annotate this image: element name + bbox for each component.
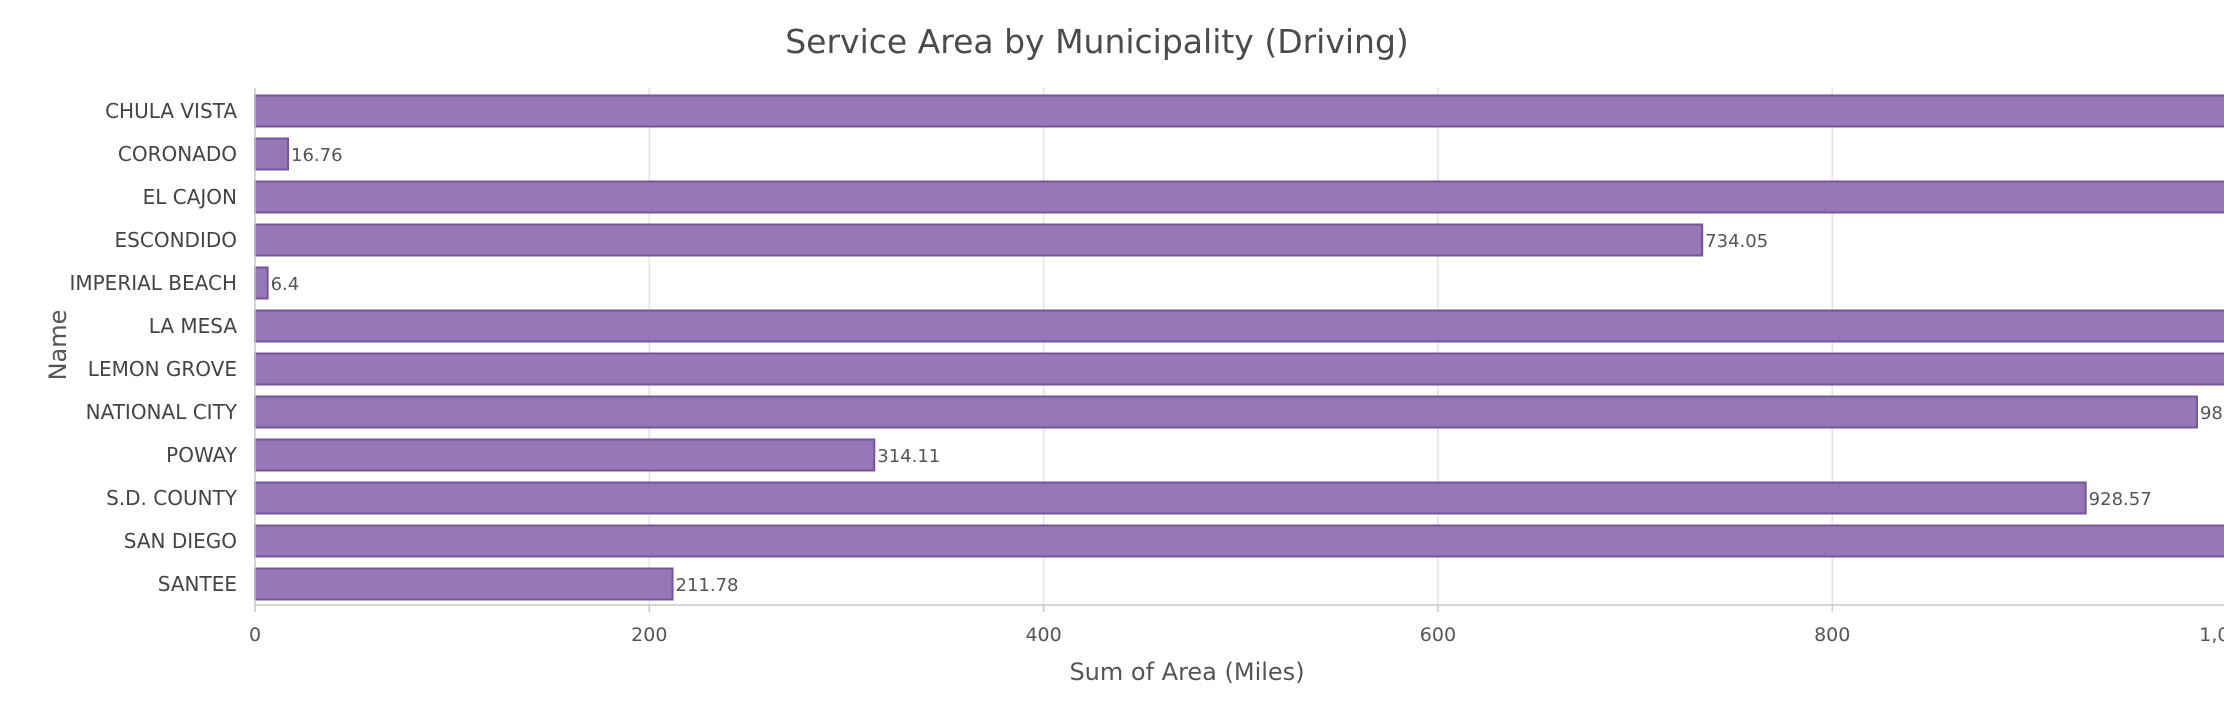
- data-label: 314.11: [877, 446, 940, 467]
- data-label: 928.57: [2089, 489, 2152, 510]
- category-label: SAN DIEGO: [124, 529, 237, 553]
- x-tick-label: 200: [631, 624, 667, 646]
- bar-national-city[interactable]: [254, 395, 2198, 429]
- data-label: 16.76: [291, 145, 343, 166]
- x-axis-title: Sum of Area (Miles): [1069, 658, 1304, 686]
- bar-escondido[interactable]: [254, 223, 1704, 257]
- chart-title: Service Area by Municipality (Driving): [785, 22, 1409, 61]
- category-labels: CHULA VISTA CORONADO EL CAJON ESCONDIDO IMPE…: [69, 99, 237, 596]
- x-tick-label: 400: [1025, 624, 1061, 646]
- category-label: S.D. COUNTY: [106, 486, 238, 510]
- category-label: CORONADO: [118, 142, 237, 166]
- category-label: LA MESA: [149, 314, 238, 338]
- bar-lemon-grove[interactable]: [254, 352, 2224, 386]
- x-tick-label: 0: [249, 624, 261, 646]
- data-labels: 1,339.7916.762,021.8734.056.42,491.821,1…: [271, 145, 2224, 596]
- bar-imperial-beach[interactable]: [254, 266, 269, 300]
- x-tick-label: 800: [1814, 624, 1850, 646]
- bar-la-mesa[interactable]: [254, 309, 2224, 343]
- y-axis-title: Name: [44, 310, 72, 381]
- x-tick-labels: 02004006008001,0001,2001,4001,6001,8002,…: [249, 624, 2224, 646]
- category-label: ESCONDIDO: [115, 228, 237, 252]
- category-label: EL CAJON: [143, 185, 237, 209]
- data-label: 734.05: [1705, 231, 1768, 252]
- bar-coronado[interactable]: [254, 137, 290, 171]
- data-label: 211.78: [676, 575, 739, 596]
- gridlines: [254, 88, 1833, 612]
- category-label: NATIONAL CITY: [86, 400, 238, 424]
- category-label: CHULA VISTA: [105, 99, 237, 123]
- bar-chula-vista[interactable]: [254, 94, 2224, 128]
- bar-san-diego[interactable]: [254, 524, 2224, 558]
- data-label: 6.4: [271, 274, 300, 295]
- bar-santee[interactable]: [254, 567, 674, 601]
- bar-s-d-county[interactable]: [254, 481, 2087, 515]
- bar-el-cajon[interactable]: [254, 180, 2224, 214]
- bars: [254, 94, 2224, 601]
- category-label: POWAY: [166, 443, 238, 467]
- bar-poway[interactable]: [254, 438, 876, 472]
- category-label: SANTEE: [158, 572, 237, 596]
- category-label: LEMON GROVE: [88, 357, 237, 381]
- category-label: IMPERIAL BEACH: [69, 271, 237, 295]
- x-tick-label: 1,000: [2199, 624, 2224, 646]
- x-tick-label: 600: [1420, 624, 1456, 646]
- data-label: 985.01: [2200, 403, 2224, 424]
